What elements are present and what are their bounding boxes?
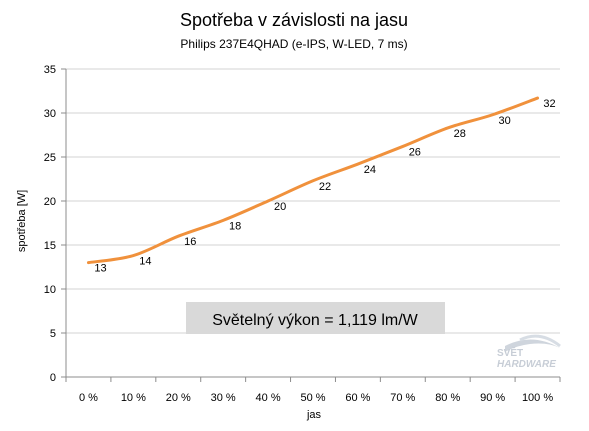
annotation-box xyxy=(186,302,445,334)
series-layer xyxy=(86,96,540,265)
y-tick-label: 20 xyxy=(44,196,56,208)
x-tick-label: 40 % xyxy=(256,392,281,404)
watermark-line2: HARDWARE xyxy=(497,359,556,370)
data-label: 24 xyxy=(364,164,376,176)
x-tick-label: 50 % xyxy=(300,392,325,404)
x-tick-label: 70 % xyxy=(390,392,415,404)
data-label: 32 xyxy=(543,98,555,110)
y-tick-label: 5 xyxy=(50,328,56,340)
watermark-line1: SVĚT xyxy=(497,346,523,359)
y-tick-label: 25 xyxy=(44,152,56,164)
x-tick-label: 30 % xyxy=(211,392,236,404)
data-label: 28 xyxy=(454,128,466,140)
chart-title: Spotřeba v závislosti na jasu xyxy=(180,10,408,30)
y-tick-label: 30 xyxy=(44,108,56,120)
annotation-text: Světelný výkon = 1,119 lm/W xyxy=(212,312,418,329)
data-label: 26 xyxy=(409,146,421,158)
series-line xyxy=(86,96,540,265)
chart-subtitle: Philips 237E4QHAD (e-IPS, W-LED, 7 ms) xyxy=(180,37,407,51)
x-tick-labels: 0 % 10 % 20 % 30 % 40 % 50 % 60 % 70 % 80 % 90 % 1… xyxy=(79,392,553,404)
x-tick-label: 100 % xyxy=(522,392,553,404)
data-label: 14 xyxy=(139,256,151,268)
x-tick-label: 0 % xyxy=(79,392,98,404)
x-tick-label: 90 % xyxy=(480,392,505,404)
y-tick-label: 35 xyxy=(44,64,56,76)
y-axis-title: spotřeba [W] xyxy=(16,190,28,252)
svet-hardware-logo: SVĚT HARDWARE xyxy=(497,334,561,370)
y-tick-label: 15 xyxy=(44,240,56,252)
data-label: 13 xyxy=(94,263,106,275)
axes xyxy=(61,68,561,382)
gridlines xyxy=(66,68,560,334)
y-tick-label: 10 xyxy=(44,284,56,296)
y-tick-labels: 0 5 10 15 20 25 30 35 xyxy=(44,64,56,384)
data-label: 18 xyxy=(229,220,241,232)
x-axis-title: jas xyxy=(306,409,322,421)
x-tick-label: 20 % xyxy=(166,392,191,404)
data-label: 30 xyxy=(499,115,511,127)
x-tick-label: 80 % xyxy=(435,392,460,404)
data-label: 20 xyxy=(274,201,286,213)
x-tick-label: 60 % xyxy=(345,392,370,404)
y-tick-label: 0 xyxy=(50,372,56,384)
data-label: 22 xyxy=(319,181,331,193)
data-labels: 13 14 16 18 20 22 24 26 28 30 32 xyxy=(94,98,555,275)
data-label: 16 xyxy=(184,236,196,248)
x-tick-label: 10 % xyxy=(121,392,146,404)
